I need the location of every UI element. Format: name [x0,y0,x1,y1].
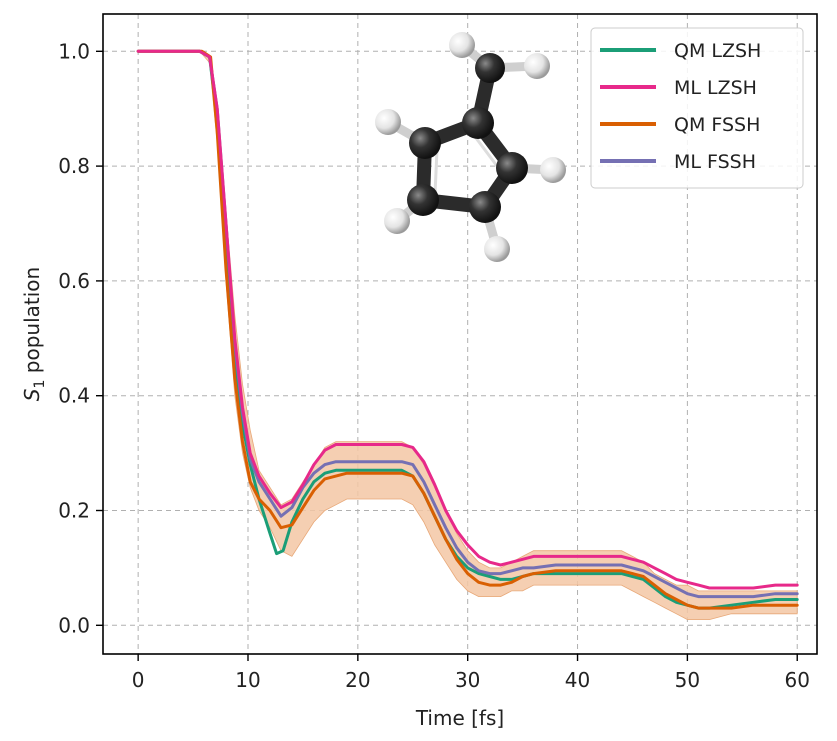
x-tick-label: 50 [675,668,700,692]
axes-frame [102,13,818,655]
x-tick-label: 0 [132,668,145,692]
legend-box [590,27,804,189]
hydrogen-atom [524,53,550,79]
carbon-atom [462,107,494,139]
plot-area [136,49,799,620]
y-tick-label: 0.4 [58,384,90,408]
legend-entry: QM FSSH [600,114,760,136]
tick-labels: 0 10 20 30 40 50 60 0.0 0.2 0.4 0.6 0.8 1.0 [58,39,810,692]
series-line-ml-fssh [136,49,799,599]
hydrogen-atom [540,157,566,183]
y-axis-title-subscript: 1 [32,380,48,389]
carbon-atom [469,191,501,223]
x-axis-title: Time [fs] [415,706,504,730]
molecule-atoms [375,32,566,262]
fulvene-molecule [375,32,566,262]
y-tick-label: 0.0 [58,613,90,637]
y-tick-label: 0.2 [58,499,90,523]
y-tick-label: 0.6 [58,269,90,293]
ticks [96,50,798,661]
legend-label: QM LZSH [674,40,761,62]
uncertainty-band [138,50,798,620]
carbon-atom [475,53,505,83]
series-line-qm-fssh [136,49,799,610]
x-tick-label: 10 [235,668,260,692]
x-tick-label: 20 [345,668,370,692]
hydrogen-atom [384,208,410,234]
carbon-atom [496,152,528,184]
y-axis-title-rest: population [20,267,44,380]
legend-label: ML FSSH [674,151,756,173]
hydrogen-atom [484,236,510,262]
legend: QM LZSH ML LZSH QM FSSH ML FSSH [590,27,804,189]
hydrogen-atom [375,109,401,135]
x-tick-label: 60 [785,668,810,692]
legend-label: QM FSSH [674,114,760,136]
hydrogen-atom [449,32,475,58]
legend-entries: QM LZSH ML LZSH QM FSSH ML FSSH [600,40,761,173]
carbon-atom [407,184,439,216]
bond-ring-5-double [474,136,502,172]
bond-ring-2-double [433,148,439,196]
series-lines [136,49,799,610]
y-axis-title: S1 population [20,267,48,401]
x-tick-label: 30 [455,668,480,692]
carbon-atom [409,127,441,159]
legend-entry: QM LZSH [600,40,761,62]
legend-entry: ML FSSH [600,151,756,173]
y-axis-title-symbol: S [20,388,44,401]
legend-label: ML LZSH [674,77,757,99]
x-tick-label: 40 [565,668,590,692]
y-tick-label: 1.0 [58,39,90,63]
y-tick-label: 0.8 [58,154,90,178]
series-line-ml-lzsh [136,49,799,590]
legend-entry: ML LZSH [600,77,757,99]
